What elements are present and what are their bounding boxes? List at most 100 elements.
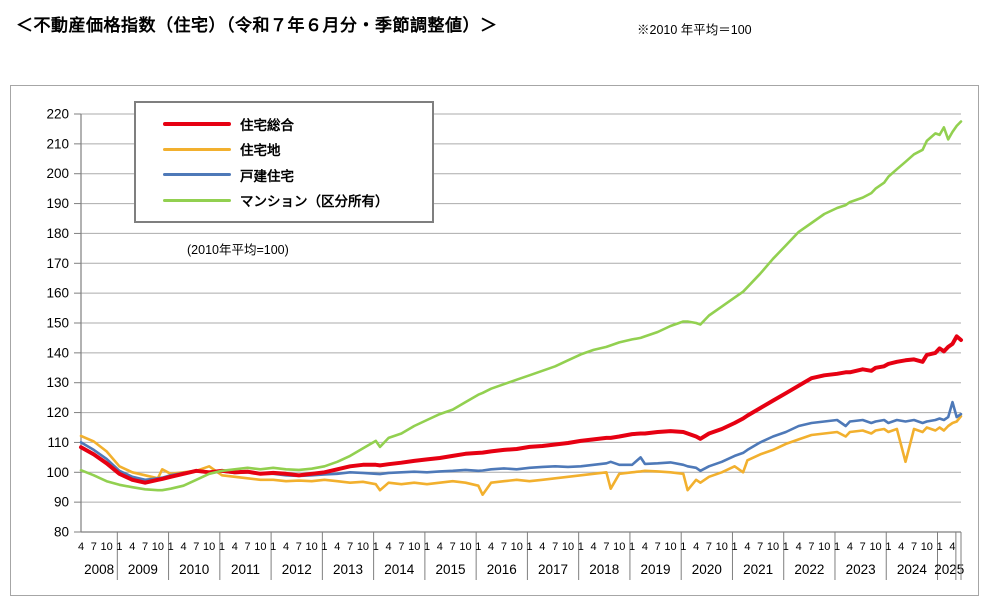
svg-text:7: 7 [296, 541, 302, 553]
svg-text:90: 90 [54, 495, 69, 510]
svg-text:1: 1 [270, 541, 276, 553]
svg-text:7: 7 [245, 541, 251, 553]
svg-text:4: 4 [539, 541, 545, 553]
svg-text:10: 10 [767, 541, 779, 553]
svg-text:7: 7 [757, 541, 763, 553]
svg-text:2018: 2018 [589, 562, 619, 577]
svg-text:2013: 2013 [333, 562, 363, 577]
svg-text:180: 180 [46, 226, 69, 241]
svg-text:2025: 2025 [934, 562, 964, 577]
svg-text:7: 7 [142, 541, 148, 553]
svg-text:4: 4 [232, 541, 238, 553]
svg-text:1: 1 [732, 541, 738, 553]
svg-text:2016: 2016 [487, 562, 517, 577]
svg-text:1: 1 [937, 541, 943, 553]
svg-text:1: 1 [885, 541, 891, 553]
svg-text:4: 4 [283, 541, 289, 553]
svg-text:4: 4 [78, 541, 84, 553]
svg-text:2023: 2023 [846, 562, 876, 577]
svg-text:7: 7 [552, 541, 558, 553]
svg-text:4: 4 [847, 541, 853, 553]
svg-text:10: 10 [716, 541, 728, 553]
svg-text:4: 4 [334, 541, 340, 553]
svg-text:10: 10 [869, 541, 881, 553]
svg-text:1: 1 [526, 541, 532, 553]
svg-text:4: 4 [488, 541, 494, 553]
legend-line-sample [163, 198, 231, 202]
svg-text:4: 4 [180, 541, 186, 553]
svg-text:100: 100 [46, 465, 69, 480]
legend-label: マンション（区分所有） [240, 194, 389, 210]
svg-text:160: 160 [46, 286, 69, 301]
svg-text:130: 130 [46, 375, 69, 390]
svg-text:1: 1 [116, 541, 122, 553]
svg-text:2012: 2012 [282, 562, 312, 577]
svg-text:1: 1 [373, 541, 379, 553]
svg-text:10: 10 [357, 541, 369, 553]
svg-text:7: 7 [860, 541, 866, 553]
legend-label: 住宅地 [240, 143, 281, 159]
page-title: ＜不動産価格指数（住宅）（令和７年６月分・季節調整値）＞ [16, 16, 498, 35]
legend-line-sample [163, 173, 231, 177]
legend-item: 住宅地 [163, 139, 422, 159]
svg-text:1: 1 [578, 541, 584, 553]
svg-text:110: 110 [47, 435, 69, 450]
svg-text:10: 10 [613, 541, 625, 553]
svg-text:1: 1 [680, 541, 686, 553]
svg-text:1: 1 [219, 541, 225, 553]
svg-text:2017: 2017 [538, 562, 568, 577]
svg-text:1: 1 [168, 541, 174, 553]
svg-text:4: 4 [949, 541, 955, 553]
svg-text:120: 120 [46, 405, 69, 420]
svg-text:10: 10 [818, 541, 830, 553]
svg-text:2011: 2011 [231, 562, 260, 577]
svg-text:190: 190 [46, 196, 69, 211]
svg-text:2019: 2019 [641, 562, 671, 577]
svg-text:7: 7 [347, 541, 353, 553]
svg-text:2008: 2008 [84, 562, 114, 577]
svg-text:4: 4 [386, 541, 392, 553]
svg-text:4: 4 [129, 541, 135, 553]
svg-text:2020: 2020 [692, 562, 722, 577]
svg-text:7: 7 [808, 541, 814, 553]
svg-text:10: 10 [511, 541, 523, 553]
svg-text:7: 7 [398, 541, 404, 553]
svg-text:2021: 2021 [743, 562, 773, 577]
svg-text:4: 4 [693, 541, 699, 553]
svg-text:7: 7 [911, 541, 917, 553]
svg-text:1: 1 [424, 541, 430, 553]
legend-item: マンション（区分所有） [163, 190, 422, 210]
price-index-line-chart: 8090100110120130140150160170180190200210… [46, 107, 964, 580]
svg-text:2022: 2022 [794, 562, 824, 577]
svg-text:10: 10 [562, 541, 574, 553]
chart-legend: 住宅総合 住宅地 戸建住宅 マンション（区分所有） [134, 101, 434, 223]
legend-line-sample [163, 121, 231, 126]
header-note: ※2010 年平均＝100 [637, 23, 752, 37]
svg-text:7: 7 [501, 541, 507, 553]
svg-text:10: 10 [254, 541, 266, 553]
svg-text:7: 7 [91, 541, 97, 553]
svg-text:10: 10 [664, 541, 676, 553]
svg-text:200: 200 [46, 166, 69, 181]
svg-text:2015: 2015 [435, 562, 465, 577]
svg-text:10: 10 [459, 541, 471, 553]
svg-text:4: 4 [591, 541, 597, 553]
chart-frame: 80 90 100 110 120 130 140 150 160 170 180 190 200 210… [10, 85, 979, 596]
svg-text:150: 150 [46, 316, 69, 331]
svg-text:10: 10 [101, 541, 113, 553]
svg-text:7: 7 [706, 541, 712, 553]
svg-text:170: 170 [46, 256, 69, 271]
svg-text:1: 1 [783, 541, 789, 553]
svg-text:7: 7 [193, 541, 199, 553]
svg-text:2009: 2009 [128, 562, 158, 577]
svg-text:4: 4 [437, 541, 443, 553]
svg-text:1: 1 [475, 541, 481, 553]
legend-base-note: (2010年平均=100) [187, 243, 289, 257]
svg-text:210: 210 [46, 136, 69, 151]
svg-text:10: 10 [203, 541, 215, 553]
svg-text:10: 10 [408, 541, 420, 553]
svg-text:4: 4 [796, 541, 802, 553]
legend-label: 戸建住宅 [240, 168, 294, 184]
legend-label: 住宅総合 [240, 117, 294, 133]
svg-text:10: 10 [306, 541, 318, 553]
